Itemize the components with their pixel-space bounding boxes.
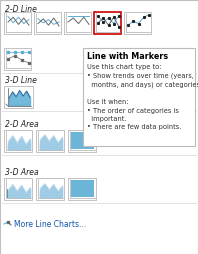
Bar	[71, 132, 94, 149]
Text: More Line Charts...: More Line Charts...	[14, 220, 86, 229]
Bar	[4, 12, 31, 34]
Bar	[4, 48, 31, 70]
Bar	[34, 12, 61, 34]
Text: 2-D Area: 2-D Area	[5, 120, 39, 129]
Bar	[36, 130, 64, 152]
Bar	[124, 12, 151, 34]
Bar	[68, 178, 96, 200]
Bar	[83, 48, 195, 146]
Bar	[71, 180, 94, 197]
Bar	[4, 178, 32, 200]
Text: Line with Markers: Line with Markers	[87, 52, 168, 61]
Bar	[4, 86, 33, 108]
Bar	[64, 12, 91, 34]
Bar	[4, 130, 32, 152]
Bar	[36, 178, 64, 200]
Text: Use this chart type to:
• Show trends over time (years,
  months, and days) or c: Use this chart type to: • Show trends ov…	[87, 64, 198, 131]
Text: 3-D Line: 3-D Line	[5, 76, 37, 85]
Bar	[94, 12, 121, 34]
Text: 2-D Line: 2-D Line	[5, 5, 37, 14]
Text: 3-D Area: 3-D Area	[5, 168, 39, 177]
Bar	[68, 130, 96, 152]
